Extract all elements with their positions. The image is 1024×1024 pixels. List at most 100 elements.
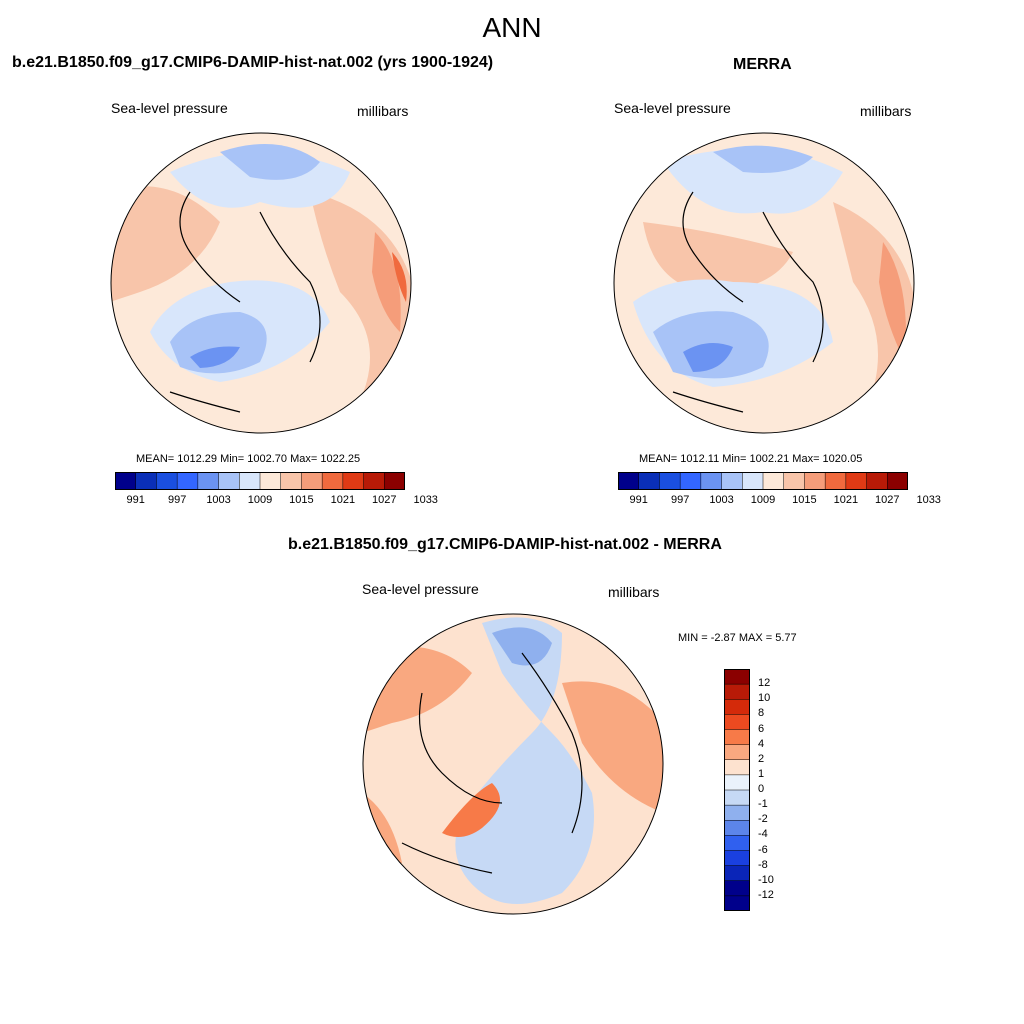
panel-1-polar-map bbox=[110, 132, 412, 434]
colorbar-tick-label: 1015 bbox=[792, 494, 817, 506]
colorbar-swatch bbox=[176, 472, 199, 490]
panel-3-polar-map bbox=[362, 613, 664, 915]
colorbar-swatch bbox=[321, 472, 344, 490]
colorbar-swatch bbox=[724, 880, 750, 897]
colorbar-swatch bbox=[301, 472, 323, 490]
colorbar-tick-label: 1015 bbox=[289, 494, 314, 506]
negative-difference-core bbox=[492, 627, 552, 666]
colorbar-frame bbox=[618, 472, 908, 490]
colorbar-swatch bbox=[724, 895, 750, 911]
colorbar-tick-label: 1021 bbox=[330, 494, 356, 506]
colorbar-swatch bbox=[259, 472, 282, 490]
colorbar-swatch bbox=[342, 472, 365, 490]
panel-2-variable-label: Sea-level pressure bbox=[614, 100, 731, 116]
main-title: ANN bbox=[482, 12, 542, 43]
colorbar-swatch bbox=[845, 472, 868, 490]
colorbar-tick-label: 1027 bbox=[372, 494, 397, 506]
colorbar-tick-label: 1009 bbox=[247, 494, 273, 506]
map-boundary bbox=[110, 132, 412, 434]
negative-difference-region bbox=[455, 617, 594, 904]
colorbar-tick-label: 0 bbox=[758, 783, 765, 795]
panel-2-stats: MEAN= 1012.11 Min= 1002.21 Max= 1020.05 bbox=[639, 453, 863, 465]
colorbar-tick-label: 8 bbox=[758, 707, 765, 720]
colorbar-swatch bbox=[724, 789, 750, 806]
colorbar-swatch bbox=[887, 472, 908, 490]
map-boundary bbox=[613, 132, 915, 434]
colorbar-swatch bbox=[804, 472, 826, 490]
panel-3-units-label: millibars bbox=[608, 584, 660, 600]
high-pressure-region bbox=[879, 242, 907, 362]
colorbar-swatch bbox=[724, 744, 750, 761]
high-pressure-core bbox=[392, 252, 407, 302]
colorbar-swatch bbox=[218, 472, 241, 490]
colorbar-swatch bbox=[618, 472, 640, 490]
colorbar-tick-label: 2 bbox=[758, 752, 765, 765]
colorbar-swatch bbox=[135, 472, 158, 490]
colorbar-swatch bbox=[384, 472, 405, 490]
panel-3-colorbar bbox=[724, 669, 750, 911]
panel-3-stats: MIN = -2.87 MAX = 5.77 bbox=[678, 632, 797, 644]
colorbar-swatch bbox=[679, 472, 702, 490]
panel-1-stats: MEAN= 1012.29 Min= 1002.70 Max= 1022.25 bbox=[136, 453, 361, 465]
colorbar-tick-label: 1003 bbox=[709, 494, 734, 506]
positive-difference-core bbox=[442, 783, 500, 837]
colorbar-tick-label: -12 bbox=[758, 888, 774, 901]
colorbar-swatch bbox=[724, 865, 750, 882]
high-pressure-region bbox=[643, 222, 793, 292]
colorbar-tick-label: -4 bbox=[758, 828, 768, 841]
low-pressure-region bbox=[713, 145, 813, 173]
coastline bbox=[672, 191, 824, 413]
low-pressure-core bbox=[683, 343, 733, 372]
colorbar-tick-label: 997 bbox=[167, 494, 187, 506]
colorbar-swatch bbox=[866, 472, 889, 490]
colorbar-tick-label: -1 bbox=[758, 798, 768, 811]
colorbar-swatch bbox=[156, 472, 178, 490]
colorbar-frame bbox=[115, 472, 405, 490]
low-pressure-core bbox=[190, 346, 240, 368]
colorbar-tick-label: -2 bbox=[758, 813, 768, 826]
colorbar-tick-label: 991 bbox=[629, 494, 648, 506]
map-boundary bbox=[362, 613, 664, 915]
colorbar-tick-label: 1033 bbox=[916, 494, 941, 506]
colorbar-swatch bbox=[724, 699, 750, 716]
colorbar-tick-label: 1033 bbox=[413, 494, 438, 506]
colorbar-swatch bbox=[724, 820, 750, 837]
colorbar-swatch bbox=[700, 472, 723, 490]
colorbar-swatch bbox=[724, 759, 750, 776]
panel-1-variable-label: Sea-level pressure bbox=[111, 100, 228, 116]
colorbar-swatch bbox=[280, 472, 303, 490]
colorbar-swatch bbox=[724, 714, 750, 731]
colorbar-swatch bbox=[239, 472, 261, 490]
colorbar-swatch bbox=[783, 472, 806, 490]
colorbar-swatch bbox=[724, 835, 750, 852]
colorbar-tick-label: 4 bbox=[758, 737, 765, 750]
colorbar-tick-label: -6 bbox=[758, 843, 768, 856]
colorbar-tick-label: 1003 bbox=[206, 494, 231, 506]
colorbar-swatch bbox=[724, 850, 750, 867]
colorbar-tick-label: 997 bbox=[670, 494, 690, 506]
colorbar-frame bbox=[724, 669, 750, 911]
colorbar-swatch bbox=[197, 472, 220, 490]
colorbar-swatch bbox=[724, 669, 750, 685]
low-pressure-region bbox=[220, 144, 320, 180]
coastline bbox=[401, 652, 583, 874]
panel-2-polar-map bbox=[613, 132, 915, 434]
panel-1-units-label: millibars bbox=[357, 103, 409, 119]
colorbar-swatch bbox=[724, 804, 750, 821]
panel-1-colorbar bbox=[115, 472, 405, 490]
high-pressure-region bbox=[111, 186, 220, 302]
coastline bbox=[169, 191, 321, 413]
colorbar-swatch bbox=[721, 472, 744, 490]
colorbar-tick-label: 1027 bbox=[875, 494, 900, 506]
colorbar-tick-label: 6 bbox=[758, 722, 765, 735]
panel-3-variable-label: Sea-level pressure bbox=[362, 581, 479, 597]
colorbar-swatch bbox=[659, 472, 681, 490]
colorbar-swatch bbox=[742, 472, 764, 490]
high-pressure-region bbox=[372, 232, 401, 332]
colorbar-tick-label: 1 bbox=[758, 767, 765, 780]
colorbar-swatch bbox=[363, 472, 386, 490]
panel-2-title: MERRA bbox=[733, 56, 792, 73]
colorbar-swatch bbox=[724, 683, 750, 700]
colorbar-tick-label: 1021 bbox=[833, 494, 859, 506]
colorbar-swatch bbox=[724, 774, 750, 791]
